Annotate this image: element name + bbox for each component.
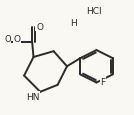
- Text: F: F: [101, 77, 106, 86]
- Text: O: O: [4, 35, 11, 44]
- Text: HCl: HCl: [86, 7, 102, 16]
- Text: O: O: [36, 23, 43, 32]
- Text: HN: HN: [26, 92, 40, 101]
- Text: O: O: [13, 35, 20, 44]
- Text: H: H: [70, 19, 77, 27]
